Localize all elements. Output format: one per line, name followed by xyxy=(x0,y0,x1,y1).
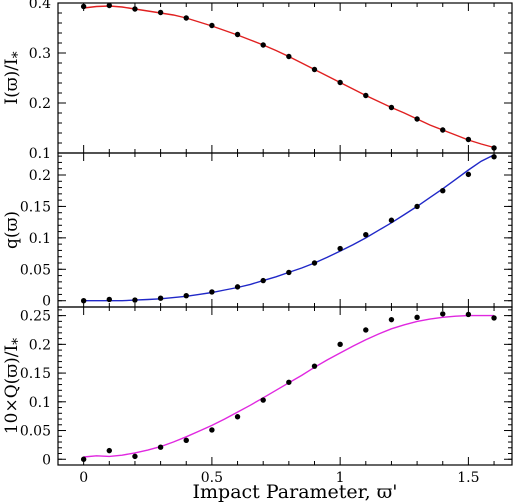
y-tick-label: 0.1 xyxy=(29,146,51,162)
y-tick-label: 0.25 xyxy=(20,309,51,325)
y-tick-label: 0.3 xyxy=(29,46,51,62)
data-point xyxy=(491,154,497,160)
data-point xyxy=(157,9,164,16)
data-point xyxy=(260,397,266,403)
panel-10Q: 0 0.05 0.1 0.15 0.2 0.25 0 0.5 1 1.5 10×Q(ϖ)/I* xyxy=(2,306,513,486)
data-point xyxy=(414,203,420,210)
data-point xyxy=(337,245,343,252)
y-tick-label: 0.1 xyxy=(29,395,51,411)
data-point xyxy=(311,260,318,266)
data-point xyxy=(234,414,241,420)
model-curve xyxy=(83,314,494,458)
data-point xyxy=(388,104,395,111)
data-point xyxy=(209,427,215,433)
y-tick-label: 0.4 xyxy=(29,0,51,12)
y-tick-label: 0.2 xyxy=(29,337,51,353)
data-point xyxy=(337,79,343,86)
y-axis-label: q(ϖ) xyxy=(2,211,22,249)
x-axis-label: Impact Parameter, ϖ' xyxy=(193,481,398,503)
data-point xyxy=(80,298,87,304)
data-point xyxy=(286,379,292,385)
data-point xyxy=(414,314,420,321)
data-point xyxy=(363,92,369,99)
x-tick-label: 1.5 xyxy=(457,470,479,486)
data-point xyxy=(286,269,292,276)
x-tick-label: 1 xyxy=(336,470,345,486)
data-point xyxy=(132,6,138,12)
data-point xyxy=(260,277,266,284)
data-point xyxy=(337,341,343,348)
data-point xyxy=(311,363,318,369)
data-point xyxy=(80,3,87,10)
x-tick-label: 0.5 xyxy=(201,470,223,486)
data-point xyxy=(465,171,472,178)
data-point xyxy=(80,456,87,462)
y-tick-label: 0.15 xyxy=(20,199,51,215)
plot-frame xyxy=(57,152,513,308)
data-point xyxy=(414,116,420,122)
model-curve xyxy=(83,5,495,149)
data-point xyxy=(157,444,164,450)
data-point xyxy=(260,42,266,48)
data-point xyxy=(363,232,369,238)
data-point xyxy=(465,136,472,143)
data-point xyxy=(388,217,395,223)
plot-frame xyxy=(57,306,513,466)
data-point xyxy=(440,311,446,317)
data-point xyxy=(465,311,472,318)
data-point xyxy=(132,297,138,303)
data-point xyxy=(106,296,112,303)
panel-q: 0 0.05 0.1 0.15 0.2 q(ϖ) xyxy=(2,152,513,310)
data-point xyxy=(183,437,189,443)
model-curve xyxy=(83,154,495,302)
y-tick-label: 0 xyxy=(42,294,51,310)
data-point xyxy=(286,53,292,60)
data-point xyxy=(157,295,164,301)
data-point xyxy=(106,2,112,9)
y-tick-label: 0.1 xyxy=(29,231,51,247)
panel-intensity: 0.1 0.2 0.3 0.4 I(ϖ)/I* xyxy=(2,0,513,162)
data-point xyxy=(183,15,189,21)
y-tick-label: 0.05 xyxy=(20,424,51,440)
data-point xyxy=(363,327,369,333)
y-tick-label: 0.2 xyxy=(29,96,51,112)
y-tick-label: 0.05 xyxy=(20,262,51,278)
data-point xyxy=(106,447,112,454)
y-tick-label: 0.2 xyxy=(29,168,51,184)
data-point xyxy=(234,284,241,290)
data-point xyxy=(234,31,241,38)
y-tick-label: 0.15 xyxy=(20,366,51,382)
data-point xyxy=(209,289,215,295)
data-point xyxy=(491,315,497,321)
data-point xyxy=(440,127,446,133)
data-point xyxy=(491,145,497,151)
data-point xyxy=(311,66,318,73)
y-axis-label: 10×Q(ϖ)/I* xyxy=(2,338,26,434)
data-point xyxy=(183,292,189,299)
x-tick-label: 0 xyxy=(79,470,88,486)
data-point xyxy=(209,22,215,29)
data-point xyxy=(388,316,395,323)
y-axis-label: I(ϖ)/I* xyxy=(2,51,26,104)
data-point xyxy=(440,188,446,194)
data-point xyxy=(132,453,138,460)
y-tick-label: 0 xyxy=(42,452,51,468)
